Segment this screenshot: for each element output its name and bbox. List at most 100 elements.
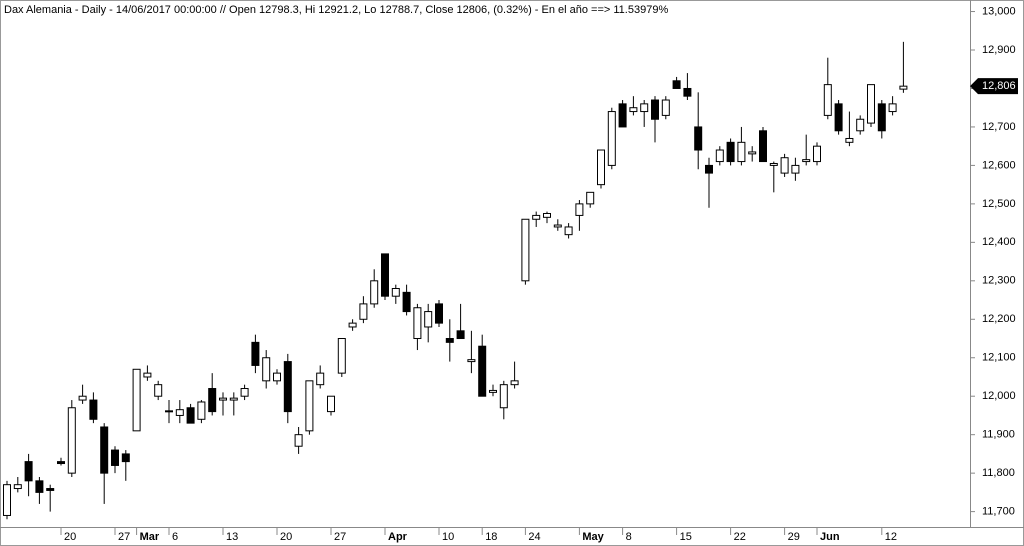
candle-body [802, 159, 811, 163]
candle-body [359, 303, 368, 320]
candle-body [791, 164, 800, 174]
candle-body [499, 384, 508, 409]
candle-body [521, 218, 530, 282]
y-tick-label: 12,200 [982, 313, 1016, 325]
x-tick-label: 18 [485, 531, 497, 543]
candle-body [121, 453, 130, 463]
candle-body [348, 322, 357, 328]
x-tick-label: 24 [528, 531, 540, 543]
candle-body [370, 280, 379, 305]
candle-body [672, 80, 681, 89]
candle-body [780, 157, 789, 174]
candle-body [510, 380, 519, 386]
candle-body [305, 380, 314, 432]
candle-body [35, 480, 44, 493]
last-price-label: 12,806 [982, 80, 1016, 92]
candle-body [694, 126, 703, 151]
candle-body [683, 87, 692, 97]
chart-title: Dax Alemania - Daily - 14/06/2017 00:00:… [4, 4, 668, 16]
candle-body [175, 409, 184, 416]
y-tick-label: 11,700 [982, 506, 1015, 518]
candle-body [737, 141, 746, 163]
candle-body [402, 291, 411, 313]
candle-body [273, 372, 281, 382]
candle-body [381, 253, 389, 297]
x-tick-label: 12 [885, 531, 897, 543]
candle-body [251, 341, 260, 366]
candle-body [132, 368, 141, 432]
candle-body [57, 461, 65, 465]
last-price-marker [970, 78, 1018, 95]
candle-body [726, 141, 735, 163]
candle-body [478, 345, 487, 397]
candle-body [445, 338, 454, 343]
candle-body [705, 164, 713, 174]
x-tick-label: 27 [118, 531, 130, 543]
candle-body [3, 484, 11, 516]
candle-body [219, 397, 227, 401]
candle-body [467, 359, 476, 363]
candle-body [651, 99, 659, 120]
candle-body [337, 338, 346, 374]
candle-body [294, 434, 303, 447]
y-tick-label: 12,100 [982, 352, 1016, 364]
candle-body [553, 224, 562, 228]
y-tick-label: 11,900 [982, 429, 1015, 441]
candle-body [489, 389, 497, 393]
y-tick-label: 12,900 [982, 44, 1016, 56]
candle-body [575, 203, 584, 216]
x-tick-label: Mar [140, 531, 160, 543]
candle-body [24, 461, 33, 482]
candle-body [877, 103, 886, 132]
candle-body [888, 103, 897, 113]
x-tick-label: 27 [334, 531, 346, 543]
candle-body [327, 395, 335, 413]
x-tick-label: May [582, 531, 604, 543]
candle-body [715, 149, 724, 163]
candle-body [78, 395, 87, 401]
y-tick-label: 12,500 [982, 198, 1016, 210]
candle-body [111, 449, 119, 466]
x-tick-label: Jun [820, 531, 840, 543]
candle-body [100, 426, 109, 474]
candle-body [197, 401, 206, 420]
candle-body [867, 84, 875, 124]
x-tick-label: 29 [788, 531, 800, 543]
candle-body [240, 388, 249, 397]
candle-body [834, 103, 843, 132]
x-tick-label: 13 [226, 531, 238, 543]
candle-body [543, 212, 551, 218]
candle-body [67, 407, 76, 474]
candle-body [586, 191, 595, 205]
candle-body [618, 103, 627, 128]
candle-body [229, 397, 238, 401]
y-tick-label: 12,000 [982, 390, 1016, 402]
candle-body [424, 311, 433, 328]
candle-body [283, 361, 292, 413]
x-tick-label: Apr [388, 531, 408, 543]
candle-body [532, 214, 541, 220]
candle-body [899, 85, 908, 90]
x-tick-label: 22 [734, 531, 746, 543]
candle-body [823, 84, 832, 116]
y-tick-label: 12,300 [982, 275, 1016, 287]
candle-body [856, 118, 865, 132]
candle-body [143, 372, 152, 378]
candle-body [845, 137, 854, 143]
x-tick-label: 20 [64, 531, 76, 543]
candle-body [262, 357, 271, 382]
candle-body [629, 107, 638, 113]
x-tick-label: 15 [680, 531, 692, 543]
y-tick-label: 12,400 [982, 236, 1016, 248]
candle-body [391, 288, 400, 297]
candle-body [165, 410, 173, 413]
candle-body [413, 307, 422, 340]
y-tick-label: 12,700 [982, 121, 1016, 133]
y-tick-label: 12,600 [982, 159, 1016, 171]
candle-body [13, 484, 22, 490]
x-tick-label: 6 [172, 531, 178, 543]
candle-body [186, 407, 195, 424]
candle-body [769, 162, 778, 166]
y-tick-label: 11,800 [982, 467, 1015, 479]
candle-body [759, 130, 767, 163]
